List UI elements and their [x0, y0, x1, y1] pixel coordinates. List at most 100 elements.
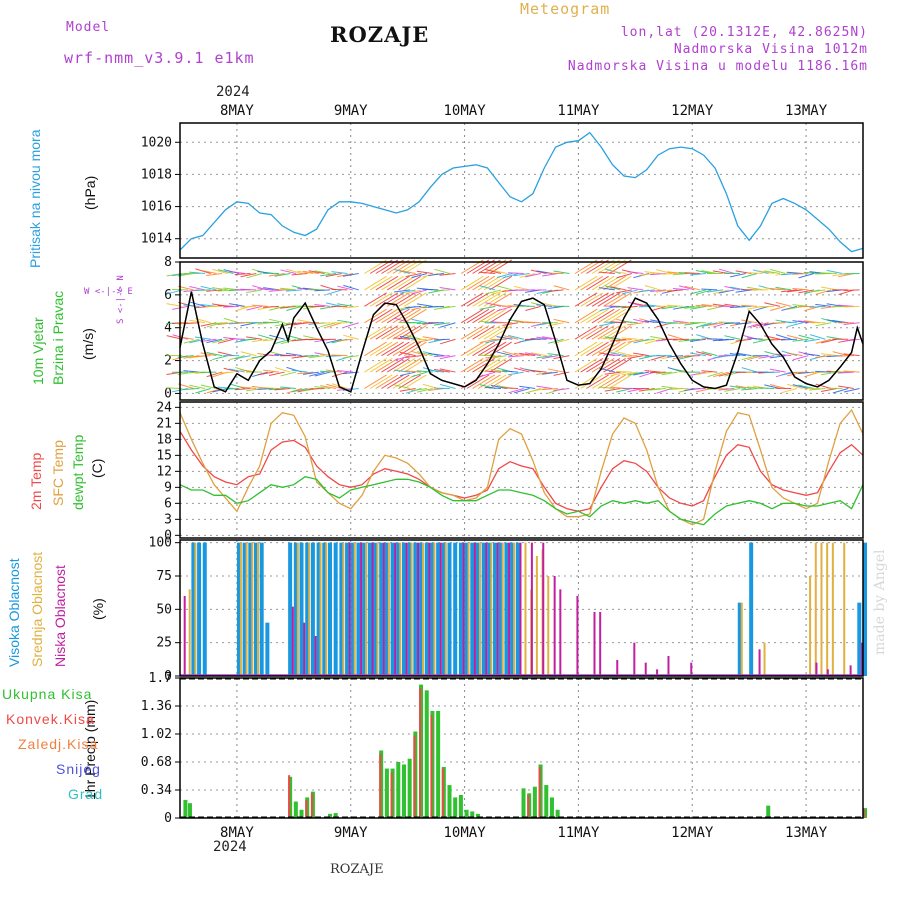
wind-arrow — [375, 374, 399, 389]
wind-arrow — [483, 341, 507, 357]
wind-arrow — [369, 292, 393, 307]
bar-mark — [481, 542, 486, 676]
bar-mark — [863, 809, 865, 818]
wind-arrow — [580, 292, 604, 307]
wind-arrow — [718, 338, 735, 342]
wind-arrow — [392, 358, 416, 373]
wind-arrow — [775, 334, 792, 340]
wind-arrow — [701, 304, 718, 307]
wind-arrow — [598, 337, 615, 340]
wind-arrow — [735, 338, 752, 342]
day-label-top: 10MAY — [444, 103, 487, 119]
wind-arrow — [416, 338, 433, 343]
day-label-bottom: 9MAY — [334, 825, 368, 841]
wind-arrow — [769, 338, 786, 341]
wind-arrow — [843, 370, 860, 373]
wind-arrow — [319, 370, 336, 373]
bar-mark — [419, 542, 424, 676]
wind-arrow — [838, 385, 854, 389]
wind-arrow — [597, 292, 621, 307]
wind-arrow — [433, 289, 450, 292]
wind-arrow — [661, 371, 678, 376]
wind-arrow — [815, 370, 832, 373]
wind-arrow — [326, 383, 342, 389]
wind-arrow — [206, 351, 223, 357]
bar-mark — [519, 542, 522, 676]
wind-arrow — [386, 341, 410, 357]
day-label-bottom: 13MAY — [785, 825, 828, 841]
year-bottom: 2024 — [213, 839, 247, 855]
wind-arrow — [246, 305, 263, 311]
bar-mark — [390, 772, 393, 818]
wind-arrow — [200, 384, 217, 389]
bar-mark — [236, 542, 241, 676]
wind-arrow — [314, 270, 331, 274]
wind-arrow — [684, 272, 701, 274]
wind-arrow — [530, 369, 547, 373]
bar-mark — [549, 797, 554, 818]
y-tick-label: 2 — [164, 354, 172, 369]
wind-arrow — [490, 368, 507, 373]
wind-arrow — [393, 337, 410, 340]
wind-arrow — [803, 353, 820, 357]
wind-arrow — [399, 388, 416, 392]
bar-mark — [407, 542, 412, 676]
wind-arrow — [428, 273, 445, 276]
bar-mark — [251, 542, 254, 676]
bar-mark — [763, 642, 766, 676]
bar-mark — [288, 775, 291, 818]
wind-arrow — [477, 275, 501, 291]
bar-mark — [191, 542, 196, 676]
wind-arrow — [320, 273, 337, 277]
bar-mark — [345, 542, 350, 676]
wind-arrow — [206, 289, 223, 292]
wind-arrow — [508, 388, 524, 394]
wind-arrow — [820, 353, 837, 357]
wind-arrow — [263, 321, 280, 324]
wind-arrow — [485, 370, 502, 373]
wind-arrow — [280, 305, 297, 309]
bar-mark — [616, 660, 619, 676]
wind-arrow — [399, 289, 416, 294]
bar-mark — [444, 542, 447, 676]
wind-arrow — [246, 336, 263, 340]
wind-arrow — [217, 304, 234, 307]
wind-arrow — [603, 374, 626, 389]
wind-arrow — [553, 388, 570, 392]
wind-arrow — [604, 388, 621, 392]
wind-arrow — [809, 388, 826, 391]
bar-mark — [441, 542, 446, 676]
day-label-bottom: 12MAY — [671, 825, 714, 841]
wind-arrow — [746, 272, 763, 274]
y-tick-label: 18 — [156, 432, 172, 447]
y-tick-label: 0 — [164, 811, 172, 826]
wind-arrow — [580, 358, 604, 373]
wind-arrow — [369, 374, 393, 389]
wind-arrow — [194, 336, 211, 340]
wind-arrow — [405, 289, 422, 294]
wind-arrow — [392, 308, 416, 324]
y-tick-label: 3 — [164, 512, 172, 527]
wind-arrow — [701, 351, 718, 357]
bar-mark — [599, 612, 602, 676]
wind-arrow — [223, 305, 240, 308]
wind-arrow — [291, 388, 308, 393]
wind-arrow — [615, 370, 632, 373]
wind-arrow — [616, 351, 633, 357]
bar-mark — [524, 542, 527, 676]
wind-arrow — [519, 273, 536, 278]
wind-arrow — [228, 338, 245, 340]
wind-arrow — [650, 388, 667, 391]
bar-mark — [504, 542, 509, 676]
wind-arrow — [718, 289, 735, 294]
wind-arrow — [603, 275, 626, 291]
bar-mark — [542, 542, 545, 676]
wind-arrow — [667, 334, 684, 340]
wind-arrow — [268, 318, 285, 324]
wind-arrow — [536, 355, 553, 359]
bar-mark — [436, 542, 441, 676]
wind-arrow — [627, 371, 644, 376]
wind-arrow — [758, 305, 775, 308]
wind-arrow — [489, 308, 513, 324]
y-tick-label: 75 — [156, 569, 172, 584]
